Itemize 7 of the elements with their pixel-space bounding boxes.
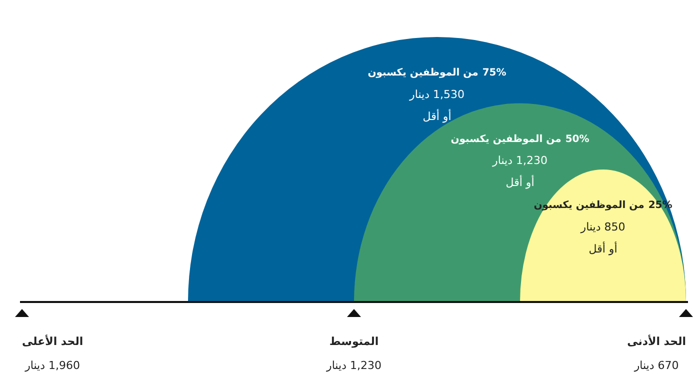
data-label: 50% — [565, 134, 590, 145]
category-label: من الموظفين يكسبون 1,230 دينار أو أقل — [450, 134, 562, 190]
text: المتوسط 1,230 دينار — [326, 334, 382, 374]
data-label: 75% — [482, 68, 506, 79]
text: الحد الأدنى 670 دينار — [627, 334, 686, 374]
category-label: من الموظفين يكسبون 1,530 دينار أو أقل — [368, 68, 478, 123]
text: الحد الأعلى 1,960 دينار — [22, 334, 84, 374]
